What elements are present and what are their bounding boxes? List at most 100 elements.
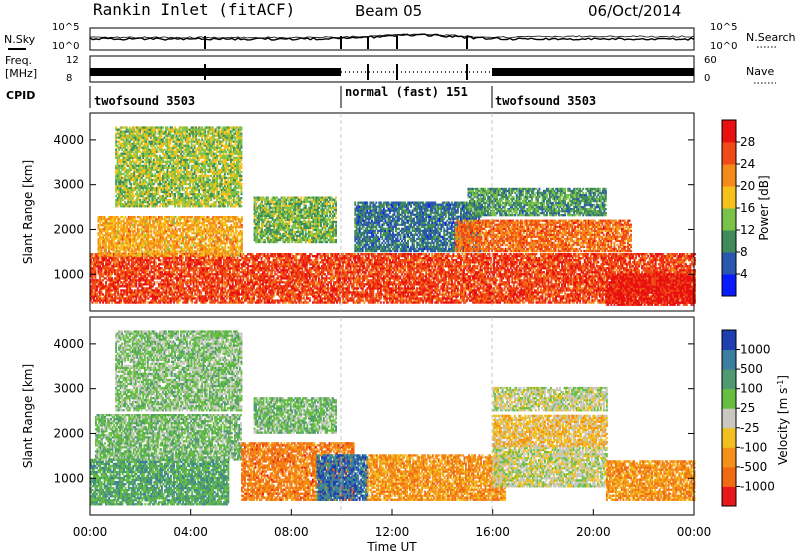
power-cell (309, 277, 311, 279)
power-cell (261, 299, 263, 301)
power-cell (155, 261, 157, 263)
power-cell (274, 289, 276, 291)
power-cell (374, 277, 376, 279)
power-cell (243, 301, 245, 303)
power-cell (326, 293, 328, 295)
power-cell (253, 299, 255, 301)
power-cell (304, 253, 306, 255)
power-cell (383, 261, 385, 263)
power-cell (205, 301, 207, 303)
power-cell (202, 279, 204, 281)
power-cell (270, 277, 272, 279)
power-cell (329, 291, 331, 293)
power-cell (144, 275, 146, 277)
power-cell (309, 297, 311, 299)
power-cell (258, 257, 260, 259)
power-cell (249, 261, 251, 263)
power-cell (247, 267, 249, 269)
power-cell (357, 287, 359, 289)
power-cell (323, 283, 325, 285)
power-cell (116, 295, 118, 297)
cpid-label: CPID (6, 89, 35, 102)
power-cell (155, 267, 157, 269)
power-cell (365, 261, 367, 263)
power-cell (203, 283, 205, 285)
power-cell (215, 269, 217, 271)
power-cell (137, 275, 139, 277)
power-cell (336, 255, 338, 257)
power-cell (314, 299, 316, 301)
power-cell (223, 279, 225, 281)
power-cell (240, 259, 242, 261)
power-cell (172, 275, 174, 277)
power-cell (146, 271, 148, 273)
power-cell (295, 261, 297, 263)
power-cell (156, 287, 158, 289)
power-cell (362, 269, 364, 271)
power-cell (368, 257, 370, 259)
power-cell (184, 277, 186, 279)
power-cell (209, 275, 211, 277)
power-cell (233, 287, 235, 289)
power-cell (217, 297, 219, 299)
power-cell (356, 263, 358, 265)
power-cell (359, 279, 361, 281)
power-cell (324, 299, 326, 301)
power-cell (152, 279, 154, 281)
power-cell (371, 259, 373, 261)
power-cell (304, 287, 306, 289)
power-cell (206, 289, 208, 291)
power-cell (378, 299, 380, 301)
power-cell (253, 285, 255, 287)
power-cell (385, 277, 387, 279)
power-cell (226, 271, 228, 273)
power-cell (336, 291, 338, 293)
power-cell (135, 277, 137, 279)
power-cell (196, 273, 198, 275)
nave-right-tick-bottom: 0 (704, 73, 710, 84)
power-cell (391, 263, 393, 265)
power-cell (214, 301, 216, 303)
power-cell (132, 259, 134, 261)
power-cell (381, 263, 383, 265)
power-cell (253, 287, 255, 289)
power-cell (309, 285, 311, 287)
power-cell (155, 273, 157, 275)
power-cell (362, 255, 364, 257)
power-cell (184, 265, 186, 267)
power-cell (356, 289, 358, 291)
power-cell (304, 299, 306, 301)
power-cell (122, 283, 124, 285)
power-cell (321, 299, 323, 301)
power-cell (229, 269, 231, 271)
power-cell (160, 261, 162, 263)
power-cell (362, 287, 364, 289)
power-cell (95, 291, 97, 293)
power-cell (141, 297, 143, 299)
power-cell (273, 275, 275, 277)
power-cell (359, 301, 361, 303)
power-cell (339, 299, 341, 301)
power-cell (277, 293, 279, 295)
power-cell (383, 301, 385, 303)
power-cell (395, 289, 397, 291)
power-cell (330, 283, 332, 285)
power-cell (315, 277, 317, 279)
power-cell (344, 269, 346, 271)
power-cell (365, 255, 367, 257)
power-cell (200, 285, 202, 287)
power-cell (375, 297, 377, 299)
power-cell (110, 291, 112, 293)
power-cell (194, 257, 196, 259)
power-cell (264, 259, 266, 261)
power-cell (362, 299, 364, 301)
power-cell (259, 285, 261, 287)
power-cell (211, 283, 213, 285)
power-cell (232, 297, 234, 299)
power-cell (311, 271, 313, 273)
power-cell (354, 273, 356, 275)
power-cell (176, 271, 178, 273)
power-cell (102, 293, 104, 295)
power-cell (362, 257, 364, 259)
power-cell (374, 301, 376, 303)
